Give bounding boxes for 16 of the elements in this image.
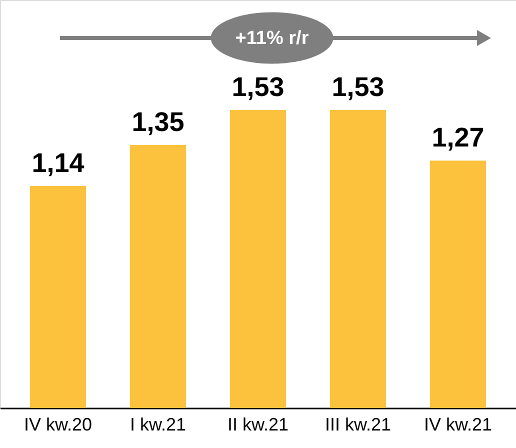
x-tick-label: III kw.21 xyxy=(324,414,392,434)
bar xyxy=(430,160,486,408)
text: +11% r/r xyxy=(235,28,310,49)
data-label: 1,53 xyxy=(332,72,384,102)
data-label: 1,35 xyxy=(132,107,184,138)
x-tick-label: I kw.21 xyxy=(130,414,186,434)
data-label: 1,14 xyxy=(32,148,84,178)
x-tick-label: IV kw.21 xyxy=(424,414,492,434)
x-tick-label: IV kw.20 xyxy=(24,414,92,434)
bar xyxy=(230,110,286,408)
x-tick-label: II kw.21 xyxy=(227,414,289,434)
bar xyxy=(330,110,386,408)
bar xyxy=(30,186,86,408)
data-label: 1,27 xyxy=(432,122,484,153)
data-label: 1,53 xyxy=(232,72,284,102)
bar xyxy=(130,145,186,408)
